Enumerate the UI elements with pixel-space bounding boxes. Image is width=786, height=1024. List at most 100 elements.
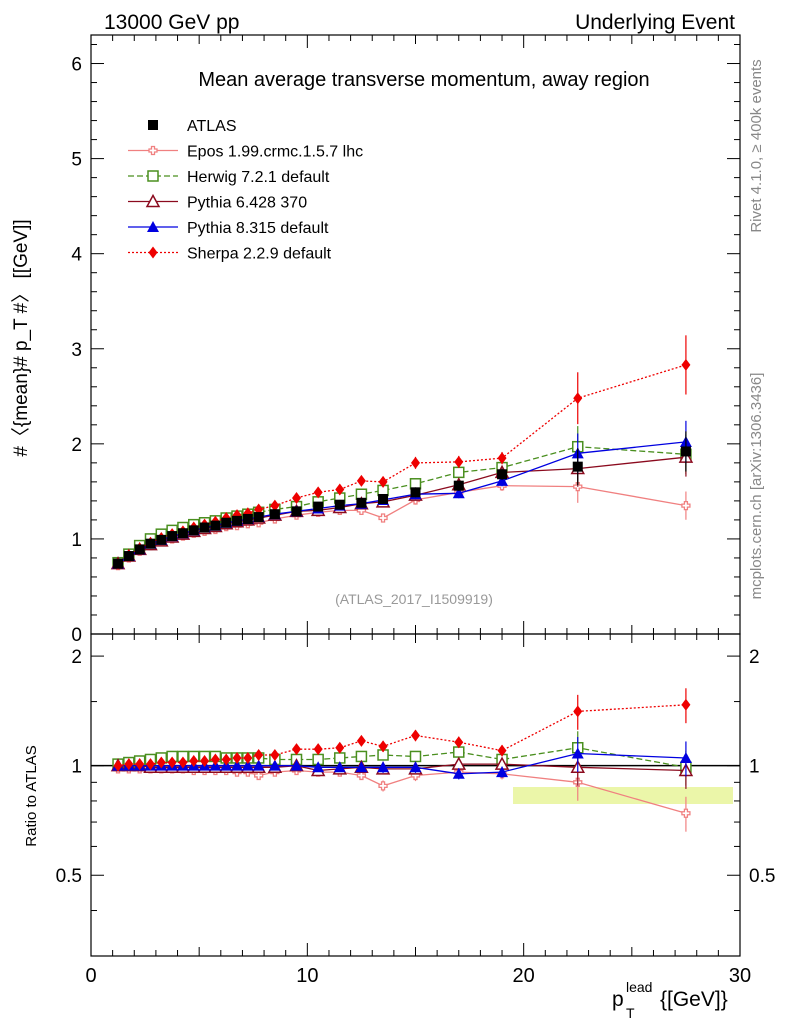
legend-entry-pythia-6-428-370: Pythia 6.428 370 [128, 193, 307, 212]
data-point [452, 487, 465, 499]
ratio-ytick-label-right: 1 [749, 757, 760, 778]
ratio-point [335, 741, 345, 754]
data-point [681, 500, 691, 511]
legend-label: Herwig 7.2.1 default [187, 169, 330, 186]
legend-marker [147, 221, 159, 232]
legend-marker [148, 120, 158, 130]
legend-entry-epos-1-99-crmc-1-5-7-lhc: Epos 1.99.crmc.1.5.7 lhc [128, 144, 363, 161]
data-point [453, 480, 464, 491]
main-ytick-label: 4 [71, 245, 82, 266]
data-point [453, 466, 465, 479]
xtick-label: 10 [296, 965, 318, 987]
data-point [572, 461, 583, 472]
main-ytick-label: 2 [71, 435, 82, 456]
ratio-point [243, 751, 253, 764]
legend-entry-herwig-7-2-1-default: Herwig 7.2.1 default [128, 169, 330, 186]
ratio-point [333, 761, 346, 773]
series-atlas [113, 431, 691, 569]
ratio-point [497, 744, 507, 757]
data-point [573, 392, 583, 405]
legend-marker [147, 170, 159, 182]
ratio-point [313, 743, 323, 756]
ratio-point [268, 759, 281, 771]
ratio-point [378, 740, 388, 753]
main-ytick-label: 3 [71, 340, 82, 361]
side-label-top: Rivet 4.1.0, ≥ 400k events [748, 59, 765, 232]
main-ytick-label: 6 [71, 55, 82, 76]
ratio-point [452, 767, 465, 779]
data-point [411, 456, 420, 469]
ratio-point [681, 698, 691, 711]
data-point [497, 469, 508, 480]
legend-entry-sherpa-2-2-9-default: Sherpa 2.2.9 default [128, 246, 332, 263]
data-point [496, 474, 509, 486]
watermark: (ATLAS_2017_I1509919) [335, 591, 493, 607]
data-point [270, 499, 280, 512]
data-point [378, 475, 388, 488]
x-axis-label-superscript: lead [626, 979, 652, 995]
ratio-ytick-label-right: 2 [749, 647, 760, 668]
ratio-point [210, 753, 220, 766]
data-point [199, 522, 210, 533]
ratio-point [270, 748, 280, 761]
data-point [134, 544, 145, 555]
ratio-point [378, 781, 388, 791]
data-point [335, 483, 345, 496]
ratio-point [252, 759, 265, 771]
main-ytick-label: 5 [71, 150, 82, 171]
data-point [291, 506, 302, 517]
ratio-point [200, 754, 210, 767]
ratio-point [290, 759, 303, 771]
ratio-panel: Ratio to ATLAS 0.5 0.51 12 20 10 20 30 [23, 633, 775, 987]
ratio-point [113, 759, 123, 772]
ratio-point [679, 751, 692, 763]
main-series [110, 335, 694, 571]
data-point [113, 558, 124, 569]
ratio-point [167, 756, 177, 769]
legend-marker [148, 246, 158, 259]
ratio-point [178, 756, 188, 769]
data-point [313, 501, 324, 512]
legend-label: ATLAS [187, 118, 237, 135]
xtick-label: 0 [85, 965, 96, 987]
xtick-label: 30 [729, 965, 751, 987]
ratio-point [189, 754, 199, 767]
ratio-axis-ticks: 0.5 0.51 12 20 10 20 30 [56, 634, 775, 987]
ratio-point [453, 746, 465, 758]
ratio-series [110, 688, 694, 832]
main-ylabel: #〈{mean}# p_T #〉 [[GeV]] [10, 219, 32, 456]
ratio-ylabel: Ratio to ATLAS [23, 745, 40, 846]
header-left: 13000 GeV pp [104, 11, 239, 34]
data-point [356, 497, 367, 508]
ratio-point [409, 750, 422, 763]
x-axis-label-unit: {[GeV]} [660, 988, 728, 1011]
header-right: Underlying Event [575, 11, 735, 34]
data-point [232, 515, 243, 526]
ratio-point [135, 758, 145, 771]
ratio-point [232, 751, 242, 764]
ratio-point [355, 761, 368, 773]
ratio-point [221, 753, 231, 766]
ratio-point [292, 743, 302, 756]
ratio-point [231, 759, 244, 771]
main-panel: Mean average transverse momentum, away r… [10, 34, 741, 646]
ratio-point [681, 808, 691, 818]
data-point [253, 512, 264, 523]
legend-label: Pythia 6.428 370 [187, 195, 307, 212]
data-point [269, 509, 280, 520]
legend-label: Pythia 8.315 default [187, 220, 329, 237]
xtick-label: 20 [513, 965, 535, 987]
legend-marker [145, 193, 161, 208]
ratio-point [254, 748, 264, 761]
x-axis-label-main: p [612, 988, 624, 1011]
ratio-ytick-label: 1 [71, 757, 82, 778]
ratio-point [496, 766, 509, 778]
ratio-point [411, 729, 420, 742]
ratio-series-sherpa-2-2-9-default [113, 688, 691, 772]
data-point [123, 551, 134, 562]
data-point [497, 452, 507, 465]
data-point [378, 513, 388, 523]
ratio-point [241, 759, 254, 771]
legend-entry-pythia-8-315-default: Pythia 8.315 default [128, 220, 329, 237]
